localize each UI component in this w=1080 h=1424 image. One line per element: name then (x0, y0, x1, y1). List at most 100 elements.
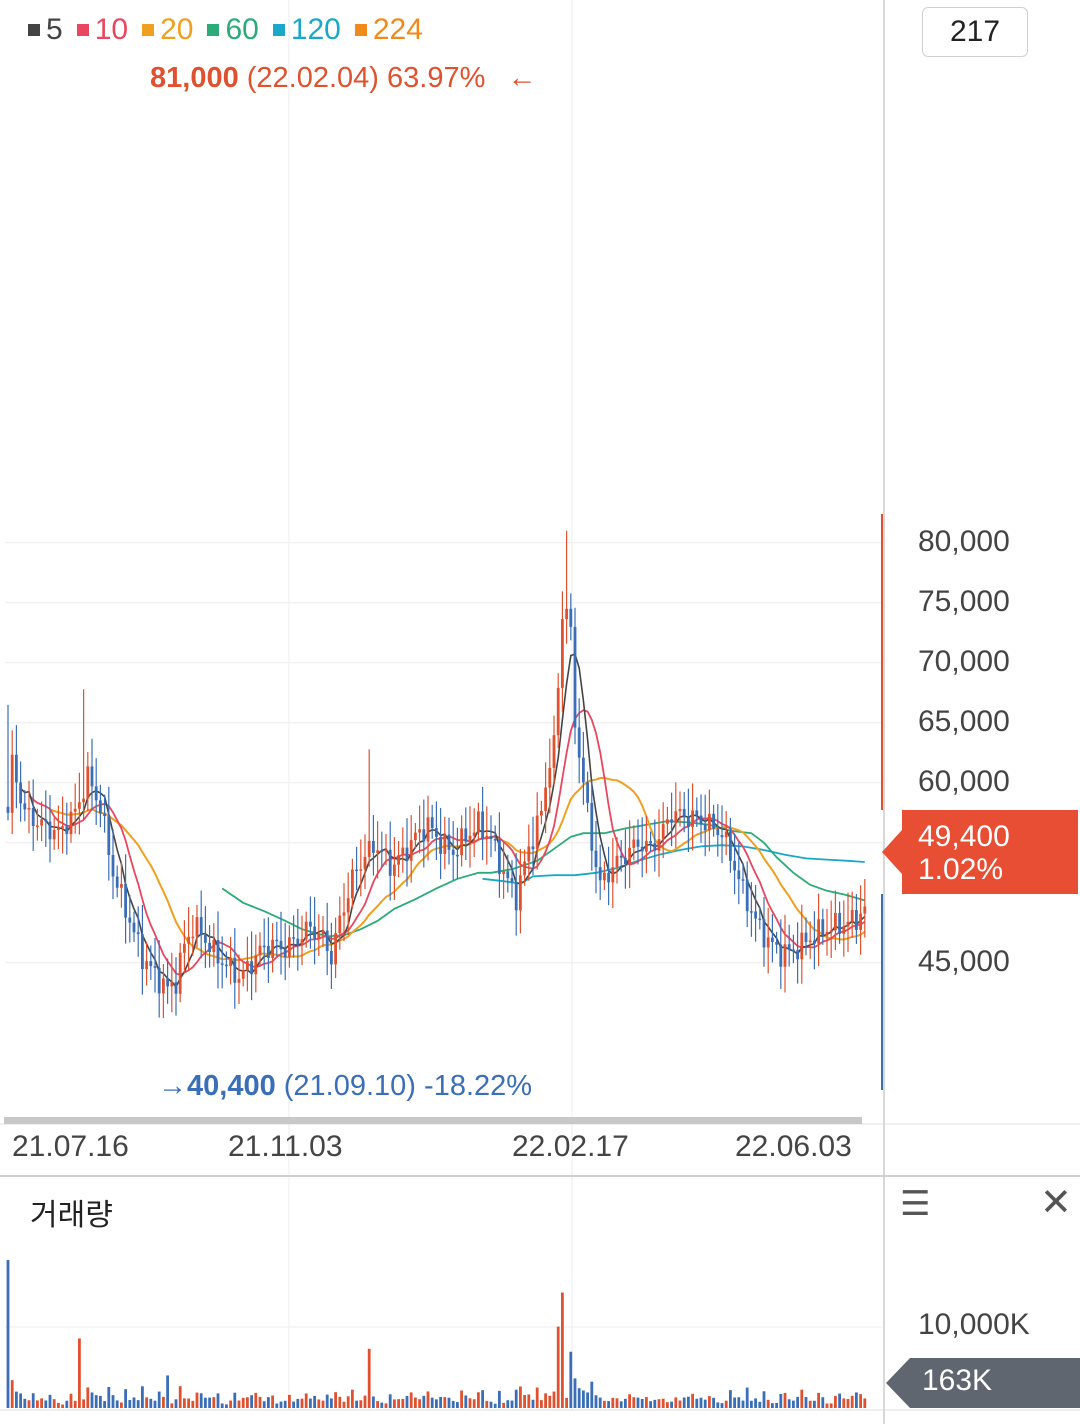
candle-body (212, 939, 216, 953)
candle-body (569, 608, 573, 627)
candle-body (107, 816, 111, 855)
candle-body (657, 839, 661, 851)
left-arrow-icon: ← (507, 62, 537, 94)
candle-body (170, 982, 174, 987)
candle-body (27, 807, 31, 810)
volume-bar (258, 1396, 262, 1408)
candle-body (666, 819, 669, 824)
candle-body (766, 937, 770, 948)
legend-item-ma10[interactable]: 10 (76, 13, 128, 47)
volume-bar (19, 1393, 22, 1408)
ma120-line (482, 844, 865, 885)
volume-bar (729, 1390, 732, 1408)
volume-bar (678, 1400, 682, 1408)
volume-bar (859, 1394, 862, 1408)
volume-bar (204, 1397, 207, 1408)
volume-bar (401, 1398, 405, 1408)
candle-body (842, 926, 846, 934)
volume-bar (527, 1394, 531, 1408)
candle-body (695, 810, 699, 816)
volume-bar (409, 1392, 413, 1408)
candle-body (216, 939, 220, 964)
candle-body (288, 937, 291, 958)
volume-bar (829, 1403, 833, 1408)
volume-bar (435, 1399, 438, 1408)
x-tick-label: 21.07.16 (12, 1130, 129, 1163)
volume-bar (61, 1404, 64, 1408)
volume-bar (141, 1386, 144, 1408)
volume-bar (775, 1402, 778, 1408)
candle-body (309, 921, 312, 927)
volume-bar (191, 1400, 195, 1408)
candle-body (65, 826, 69, 835)
volume-bar (342, 1401, 346, 1408)
volume-bar (577, 1388, 581, 1408)
volume-bar (548, 1395, 552, 1408)
candle-body (48, 821, 52, 840)
volume-bar (766, 1399, 770, 1408)
volume-bar (498, 1390, 501, 1408)
volume-bar (52, 1399, 56, 1408)
candle-body (754, 911, 757, 919)
candle-body (813, 940, 816, 944)
grid-lines (5, 0, 882, 1410)
candle-body (653, 843, 657, 851)
candle-body (321, 930, 325, 935)
volume-bar (120, 1402, 123, 1408)
candle-body (863, 906, 867, 914)
candle-body (741, 879, 745, 881)
candle-body (699, 815, 703, 825)
volume-bar (397, 1399, 400, 1408)
candle-body (519, 875, 522, 911)
candle-body (199, 917, 203, 936)
candle-body (678, 809, 682, 812)
volume-bar (36, 1400, 39, 1408)
volume-bar (628, 1394, 631, 1408)
volume-bar (254, 1392, 258, 1408)
candle-body (640, 846, 644, 852)
candle-body (174, 982, 178, 994)
volume-bar (229, 1400, 232, 1408)
candle-body (313, 926, 316, 939)
ma5-line (20, 652, 866, 989)
candle-body (61, 826, 64, 828)
volume-bar (170, 1403, 174, 1408)
hamburger-menu-icon[interactable]: ☰ (900, 1185, 931, 1223)
candle-body (233, 957, 237, 983)
legend-item-ma5[interactable]: 5 (28, 13, 63, 47)
volume-bar (443, 1397, 447, 1408)
volume-bar (174, 1399, 178, 1408)
volume-bar (90, 1392, 94, 1408)
volume-bar (313, 1395, 316, 1408)
legend-item-ma120[interactable]: 120 (272, 13, 341, 47)
close-icon[interactable]: ✕ (1040, 1182, 1072, 1224)
volume-bar (645, 1397, 648, 1408)
legend-item-ma60[interactable]: 60 (207, 13, 259, 47)
candle-body (724, 831, 728, 838)
candle-body (477, 811, 480, 833)
candle-body (619, 855, 623, 858)
volume-bar (309, 1398, 312, 1408)
candle-body (514, 881, 518, 911)
candle-body (451, 849, 455, 855)
legend-item-ma20[interactable]: 20 (142, 13, 193, 47)
candle-body (292, 937, 295, 939)
legend-item-ma224[interactable]: 224 (354, 13, 423, 47)
candle-body (220, 963, 224, 965)
volume-bar (44, 1400, 48, 1408)
candle-body (498, 839, 501, 874)
volume-bar (573, 1378, 577, 1408)
volume-bar (367, 1348, 371, 1408)
volume-bar (57, 1402, 60, 1408)
candle-count-button[interactable]: 217 (922, 7, 1028, 57)
volume-bar (27, 1400, 31, 1408)
volume-bar (611, 1397, 615, 1408)
volume-bar (208, 1397, 211, 1408)
candle-body (590, 802, 594, 851)
candle-body (78, 802, 81, 809)
candle-body (834, 912, 837, 931)
candle-body (304, 921, 308, 940)
volume-bar (502, 1402, 505, 1408)
candle-body (472, 832, 476, 836)
